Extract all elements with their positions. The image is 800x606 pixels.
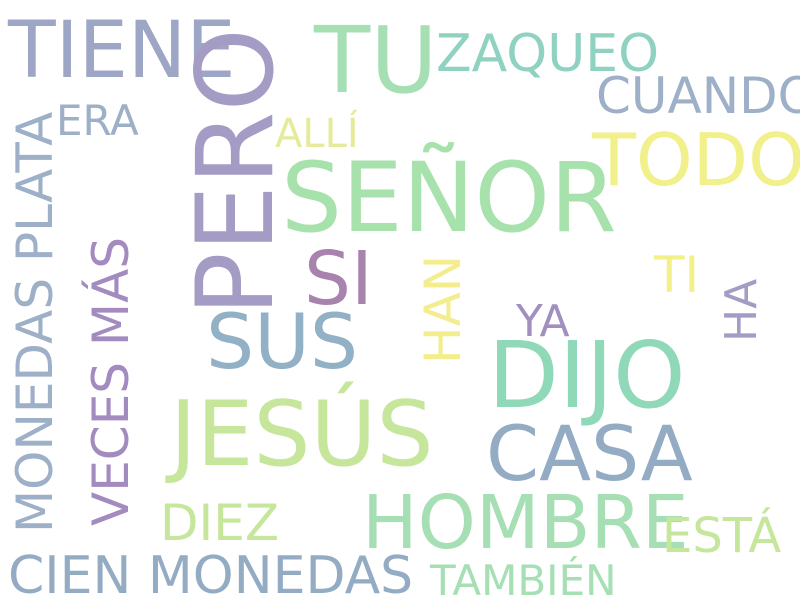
word-monedas-plata: MONEDAS PLATA	[6, 111, 64, 533]
word-veces-mas: VECES MÁS	[82, 236, 140, 526]
word-si: SI	[304, 236, 373, 322]
word-ya: YA	[516, 296, 570, 347]
word-casa: CASA	[486, 409, 693, 498]
word-dijo: DIJO	[488, 322, 686, 429]
word-cuando: CUANDO	[596, 67, 800, 125]
word-cien-monedas: CIEN MONEDAS	[8, 546, 414, 606]
word-jesus: JESÚS	[170, 382, 434, 487]
word-tambien: TAMBIÉN	[430, 556, 617, 605]
word-pero: PERO	[174, 28, 297, 316]
word-era: ERA	[56, 96, 139, 145]
word-ha: HA	[716, 278, 767, 342]
word-diez: DIEZ	[160, 494, 280, 552]
word-han: HAN	[414, 254, 472, 364]
word-tiene: TIENE	[8, 6, 236, 96]
word-sus: SUS	[206, 297, 359, 386]
word-todo: TODO	[592, 118, 800, 202]
word-hombre: HOMBRE	[362, 480, 689, 566]
word-tu: TU	[314, 7, 438, 114]
word-alli: ALLÍ	[275, 111, 359, 157]
word-zaqueo: ZAQUEO	[436, 24, 660, 84]
word-senor: SEÑOR	[281, 142, 617, 254]
word-ti: TI	[654, 246, 700, 304]
word-esta: ESTÁ	[662, 508, 782, 564]
